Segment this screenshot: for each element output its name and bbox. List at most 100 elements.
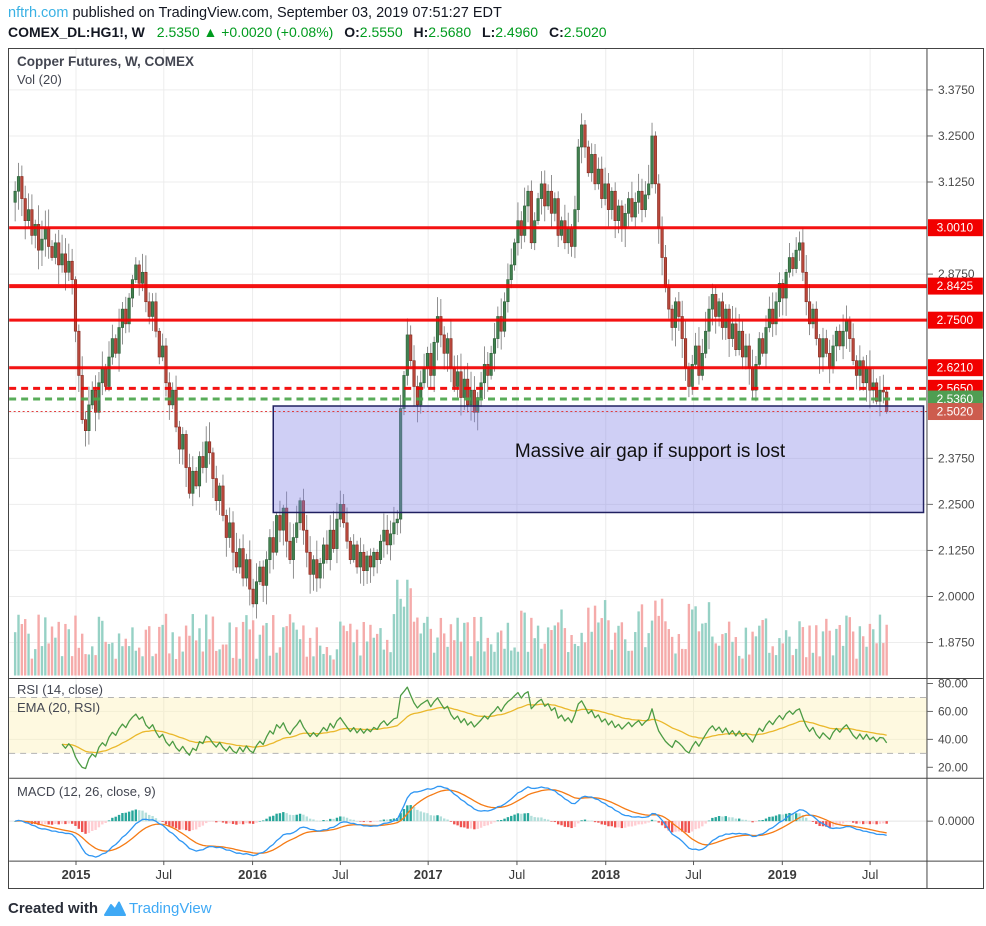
candle-body <box>482 364 486 384</box>
volume-bar <box>158 626 161 676</box>
candle-body <box>278 515 282 531</box>
macd-histogram-bar <box>251 821 255 824</box>
tradingview-logo-icon[interactable] <box>104 901 127 917</box>
volume-bar <box>298 639 302 676</box>
volume-bar <box>851 631 855 676</box>
chart-container[interactable]: 3.3750 3.2500 3.1250 2.8750 2.3750 2.2500 2.12… <box>8 48 984 889</box>
candle-body <box>663 257 667 288</box>
volume-bar <box>305 656 308 676</box>
candle-body <box>633 201 637 218</box>
macd-histogram-bar <box>463 821 466 828</box>
candle-body <box>600 168 604 199</box>
volume-bar <box>432 652 436 676</box>
candle-body <box>174 389 178 428</box>
volume-bar <box>741 658 744 676</box>
volume-bar <box>845 615 848 676</box>
rsi-tick-label: 60.00 <box>938 704 968 718</box>
chart-canvas[interactable]: 3.3750 3.2500 3.1250 2.8750 2.3750 2.2500 2.12… <box>9 49 983 888</box>
source-link[interactable]: nftrh.com <box>8 5 69 21</box>
volume-bar <box>486 637 489 676</box>
macd-histogram-bar <box>721 816 724 822</box>
volume-bar <box>345 631 349 676</box>
volume-bar <box>60 656 64 676</box>
volume-bar <box>137 647 141 676</box>
macd-histogram-bar <box>878 821 882 824</box>
volume-bar <box>674 653 677 676</box>
macd-histogram-bar <box>94 821 97 830</box>
candle-body <box>375 551 379 560</box>
tradingview-brand[interactable]: TradingView <box>129 900 212 917</box>
candle-body <box>730 323 735 339</box>
candle-body <box>774 301 778 325</box>
candle-body <box>399 408 403 520</box>
volume-bar <box>791 655 795 676</box>
macd-histogram-bar <box>590 820 593 822</box>
candle-body <box>871 382 875 391</box>
candle-body <box>385 529 389 546</box>
candle-body <box>553 198 557 214</box>
time-axis-label: 2015 <box>62 867 91 882</box>
candle-body <box>818 338 822 358</box>
volume-bar <box>640 604 644 676</box>
candle-body <box>583 124 587 148</box>
macd-histogram-bar <box>87 821 91 833</box>
macd-histogram-bar <box>184 821 188 831</box>
macd-histogram-bar <box>422 812 426 822</box>
volume-bar <box>607 620 610 676</box>
candle-body <box>244 559 248 579</box>
candle-body <box>811 308 815 325</box>
volume-bar <box>174 658 178 676</box>
macd-histogram-bar <box>164 821 168 825</box>
candle-body <box>740 330 745 358</box>
volume-bar <box>878 614 882 676</box>
volume-bar <box>402 606 406 676</box>
candle-body <box>295 522 299 538</box>
candle-body <box>834 330 838 347</box>
volume-bar <box>831 655 835 676</box>
macd-histogram-bar <box>352 819 355 822</box>
volume-bar <box>610 649 614 676</box>
volume-bar <box>664 621 667 676</box>
macd-histogram-bar <box>872 821 875 824</box>
volume-bar <box>540 648 543 676</box>
volume-bar <box>815 625 818 676</box>
candle-body <box>533 220 537 244</box>
macd-histogram-bar <box>117 814 121 822</box>
candle-body <box>717 301 721 317</box>
volume-bar <box>670 636 674 676</box>
volume-bar <box>198 628 201 676</box>
candle-body <box>851 338 855 361</box>
volume-bar <box>704 622 707 676</box>
macd-histogram-bar <box>486 821 489 826</box>
candle-body <box>348 540 352 560</box>
volume-bar <box>711 636 714 676</box>
volume-bar <box>148 626 151 676</box>
macd-histogram-bar <box>711 817 714 822</box>
candle-body <box>402 375 406 409</box>
candle-body <box>824 338 828 354</box>
macd-histogram-bar <box>426 813 429 822</box>
macd-histogram-bar <box>47 821 50 825</box>
volume-bar <box>67 629 70 676</box>
volume-bar <box>349 623 352 676</box>
macd-histogram-bar <box>573 821 577 827</box>
volume-bar <box>422 622 426 676</box>
volume-bar <box>375 633 379 676</box>
candle-body <box>191 470 195 494</box>
macd-histogram-bar <box>851 821 855 823</box>
volume-bar <box>707 602 711 676</box>
macd-histogram-bar <box>416 809 419 822</box>
volume-bar <box>801 627 805 676</box>
candle-body <box>221 485 225 516</box>
candle-body <box>885 391 889 412</box>
candle-body <box>57 242 61 266</box>
volume-bar <box>885 624 888 676</box>
candle-body <box>526 190 530 207</box>
support-resistance-lines <box>9 226 927 413</box>
macd-histogram-bar <box>801 815 805 822</box>
volume-bar <box>30 658 34 676</box>
candle-body <box>586 146 590 174</box>
candle-body <box>70 260 74 280</box>
macd-histogram-bar <box>567 821 570 828</box>
macd-histogram-bar <box>691 821 694 832</box>
